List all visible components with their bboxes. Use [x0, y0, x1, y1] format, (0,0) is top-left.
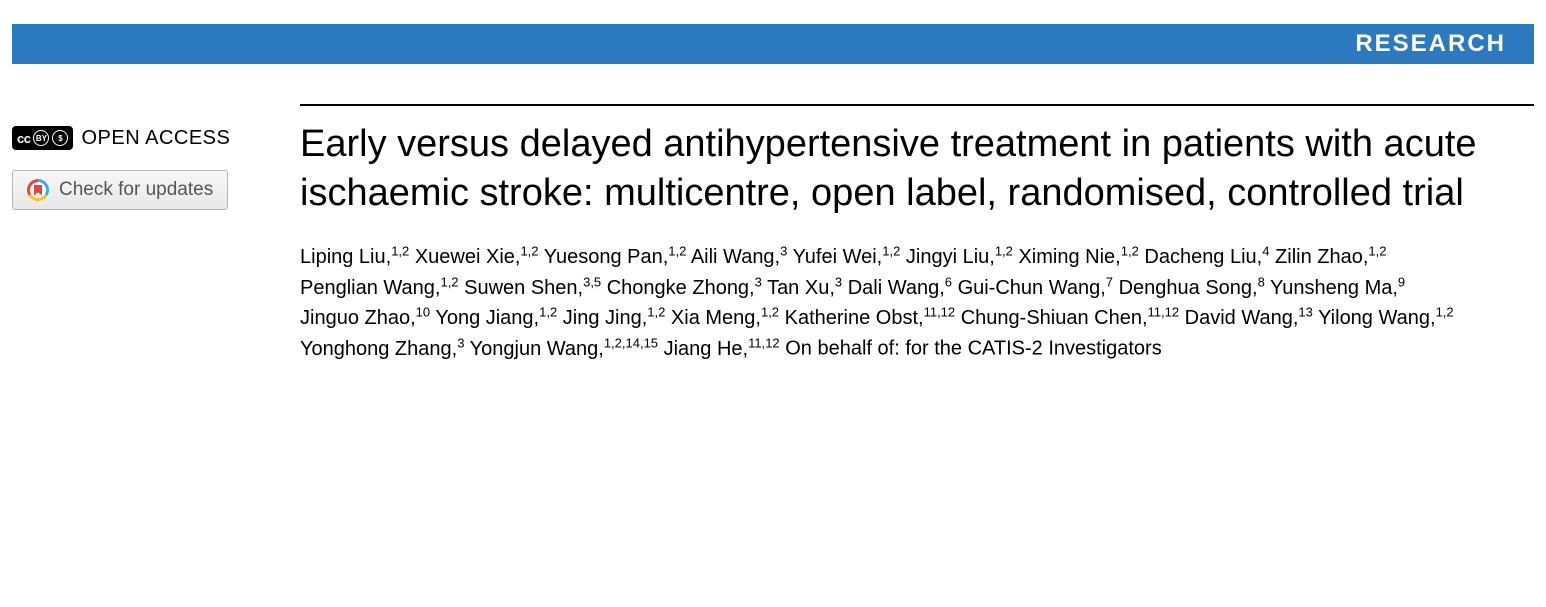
author: David Wang,13 — [1185, 307, 1313, 329]
author: Xuewei Xie,1,2 — [415, 246, 539, 268]
affiliation-ref: 1,2 — [668, 243, 686, 258]
affiliation-ref: 1,2 — [761, 305, 779, 320]
title-rule — [300, 104, 1534, 106]
affiliation-ref: 10 — [416, 305, 430, 320]
article-header: cc BY $ OPEN ACCESS Check for updates Ea… — [12, 104, 1534, 364]
author: Jinguo Zhao,10 — [300, 307, 430, 329]
cc-nc-icon: $ — [52, 130, 68, 146]
author: Jing Jing,1,2 — [563, 307, 666, 329]
cc-license-icon: cc BY $ — [12, 126, 73, 150]
affiliation-ref: 9 — [1398, 274, 1405, 289]
author: Yong Jiang,1,2 — [435, 307, 557, 329]
affiliation-ref: 13 — [1298, 305, 1312, 320]
author: Yuesong Pan,1,2 — [544, 246, 687, 268]
article-meta: Early versus delayed antihypertensive tr… — [292, 104, 1534, 364]
section-label: RESEARCH — [1355, 30, 1506, 58]
author: Chongke Zhong,3 — [607, 277, 762, 299]
affiliation-ref: 1,2 — [647, 305, 665, 320]
affiliation-ref: 1,2 — [520, 243, 538, 258]
crossmark-icon — [27, 179, 49, 201]
author: Jiang He,11,12 — [664, 338, 780, 360]
affiliation-ref: 3 — [780, 243, 787, 258]
affiliation-ref: 1,2 — [391, 243, 409, 258]
author: Chung-Shiuan Chen,11,12 — [961, 307, 1179, 329]
author: Yongjun Wang,1,2,14,15 — [470, 338, 658, 360]
affiliation-ref: 1,2 — [539, 305, 557, 320]
author: Gui-Chun Wang,7 — [958, 277, 1113, 299]
author: Jingyi Liu,1,2 — [906, 246, 1013, 268]
author: Yunsheng Ma,9 — [1270, 277, 1405, 299]
author: Penglian Wang,1,2 — [300, 277, 459, 299]
open-access-badge: cc BY $ OPEN ACCESS — [12, 126, 292, 150]
author: Yonghong Zhang,3 — [300, 338, 464, 360]
check-for-updates-label: Check for updates — [59, 179, 213, 201]
sidebar: cc BY $ OPEN ACCESS Check for updates — [12, 104, 292, 364]
affiliation-ref: 1,2 — [1368, 243, 1386, 258]
affiliation-ref: 3,5 — [583, 274, 601, 289]
author-list: Liping Liu,1,2 Xuewei Xie,1,2 Yuesong Pa… — [300, 241, 1534, 364]
author: Suwen Shen,3,5 — [464, 277, 601, 299]
author: Zilin Zhao,1,2 — [1275, 246, 1386, 268]
affiliation-ref: 11,12 — [1148, 305, 1180, 320]
author: Ximing Nie,1,2 — [1018, 246, 1138, 268]
author: Katherine Obst,11,12 — [785, 307, 956, 329]
section-banner: RESEARCH — [12, 24, 1534, 64]
on-behalf-text: On behalf of: for the CATIS-2 Investigat… — [785, 338, 1161, 360]
affiliation-ref: 1,2,14,15 — [604, 335, 658, 350]
affiliation-ref: 1,2 — [995, 243, 1013, 258]
article-title: Early versus delayed antihypertensive tr… — [300, 120, 1534, 217]
affiliation-ref: 1,2 — [1121, 243, 1139, 258]
affiliation-ref: 4 — [1262, 243, 1269, 258]
author: Xia Meng,1,2 — [671, 307, 779, 329]
author: Yufei Wei,1,2 — [793, 246, 901, 268]
author: Yilong Wang,1,2 — [1318, 307, 1454, 329]
affiliation-ref: 11,12 — [748, 335, 780, 350]
author: Dacheng Liu,4 — [1144, 246, 1269, 268]
affiliation-ref: 3 — [835, 274, 842, 289]
affiliation-ref: 6 — [945, 274, 952, 289]
affiliation-ref: 3 — [457, 335, 464, 350]
author: Denghua Song,8 — [1119, 277, 1265, 299]
check-for-updates-button[interactable]: Check for updates — [12, 170, 228, 210]
affiliation-ref: 1,2 — [440, 274, 458, 289]
affiliation-ref: 11,12 — [924, 305, 956, 320]
author: Tan Xu,3 — [767, 277, 842, 299]
affiliation-ref: 3 — [755, 274, 762, 289]
cc-by-icon: BY — [33, 130, 49, 146]
affiliation-ref: 1,2 — [1436, 305, 1454, 320]
author: Aili Wang,3 — [691, 246, 788, 268]
author: Liping Liu,1,2 — [300, 246, 409, 268]
open-access-label: OPEN ACCESS — [81, 127, 230, 150]
affiliation-ref: 1,2 — [882, 243, 900, 258]
affiliation-ref: 8 — [1258, 274, 1265, 289]
author: Dali Wang,6 — [848, 277, 952, 299]
affiliation-ref: 7 — [1106, 274, 1113, 289]
